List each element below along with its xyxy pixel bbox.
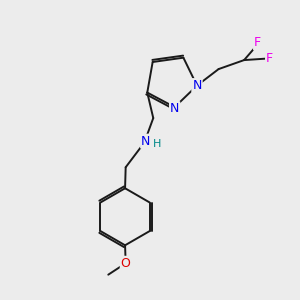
Text: O: O (121, 257, 130, 270)
Text: N: N (141, 135, 151, 148)
Text: F: F (266, 52, 273, 65)
Text: H: H (153, 139, 161, 149)
Text: F: F (254, 37, 261, 50)
Text: N: N (192, 79, 202, 92)
Text: N: N (170, 102, 179, 115)
